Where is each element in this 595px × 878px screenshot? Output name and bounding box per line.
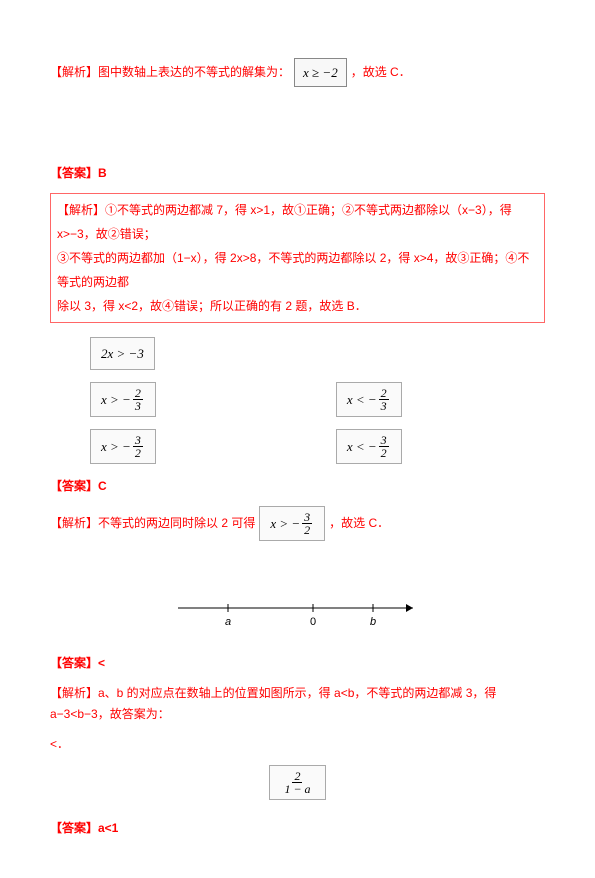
q5-opt-c-pre: x > − — [101, 435, 131, 458]
frac-bot: 2 — [302, 524, 312, 536]
q5-options-row-2: x > − 3 2 x < − 3 2 — [90, 429, 545, 464]
frac-bot: 2 — [133, 447, 143, 459]
fraction: 3 2 — [133, 434, 143, 459]
q3-boxed-eq: x ≥ −2 — [294, 58, 347, 87]
q5-opt-a: x > − 2 3 — [90, 382, 156, 417]
q3-prefix: 【解析】图中数轴上表达的不等式的解集为： — [50, 62, 290, 84]
frac-bot: 1 − a — [282, 783, 312, 795]
q4-expl-l1: 【解析】①不等式的两边都减 7，得 x>1，故①正确；②不等式两边都除以（x−3… — [57, 198, 538, 246]
q4-explanation-box: 【解析】①不等式的两边都减 7，得 x>1，故①正确；②不等式两边都除以（x−3… — [50, 193, 545, 323]
q7-answer: 【答案】a<1 — [50, 818, 545, 840]
q4-expl-l3: 除以 3，得 x<2，故④错误；所以正确的有 2 题，故选 B． — [57, 294, 538, 318]
q6-explanation-suffix: <． — [50, 734, 545, 756]
q5-expl-box: x > − 3 2 — [259, 506, 325, 541]
axis-label-b: b — [369, 616, 375, 628]
q5-answer: 【答案】C — [50, 476, 545, 498]
frac-bot: 3 — [133, 400, 143, 412]
page: 【解析】图中数轴上表达的不等式的解集为： x ≥ −2 ，故选 C． 【答案】B… — [0, 0, 595, 878]
q7-answer-label: 【答案】a<1 — [50, 818, 118, 840]
q5-expl-prefix: 【解析】不等式的两边同时除以 2 可得 — [50, 513, 255, 535]
axis-label-a: a — [224, 616, 230, 628]
q4-expl-l2: ③不等式的两边都加（1−x），得 2x>8，不等式的两边都除以 2，得 x>4，… — [57, 246, 538, 294]
q7-stem: 2 1 − a — [50, 765, 545, 800]
fraction: 3 2 — [379, 434, 389, 459]
q5-options-row-1: x > − 2 3 x < − 2 3 — [90, 382, 545, 417]
fraction: 2 3 — [379, 387, 389, 412]
q5-expl-box-pre: x > − — [270, 512, 300, 535]
fraction: 3 2 — [302, 511, 312, 536]
q5-opt-b-pre: x < − — [347, 388, 377, 411]
q7-box: 2 1 − a — [269, 765, 325, 800]
axis-label-0: 0 — [309, 616, 315, 628]
q5-expl-suffix: ，故选 C． — [329, 513, 389, 535]
q5-stem: 2x > −3 — [90, 337, 545, 370]
frac-bot: 2 — [379, 447, 389, 459]
fraction: 2 3 — [133, 387, 143, 412]
q5-stem-eq: 2x > −3 — [90, 337, 155, 370]
spacer — [50, 95, 545, 155]
q5-opt-b: x < − 2 3 — [336, 382, 402, 417]
q6-numberline: a 0 b — [168, 593, 428, 633]
q5-opt-a-pre: x > − — [101, 388, 131, 411]
q6-explanation: 【解析】a、b 的对应点在数轴上的位置如图所示，得 a<b，不等式的两边都减 3… — [50, 683, 545, 726]
q6-answer: 【答案】< — [50, 653, 545, 675]
q3-suffix: ，故选 C． — [351, 62, 411, 84]
q3-explanation: 【解析】图中数轴上表达的不等式的解集为： x ≥ −2 ，故选 C． — [50, 58, 545, 87]
q5-opt-c: x > − 3 2 — [90, 429, 156, 464]
fraction: 2 1 − a — [282, 770, 312, 795]
q4-answer-label: 【答案】B — [50, 163, 107, 185]
q5-explanation: 【解析】不等式的两边同时除以 2 可得 x > − 3 2 ，故选 C． — [50, 506, 545, 541]
q4-answer: 【答案】B — [50, 163, 545, 185]
spacer — [50, 549, 545, 573]
frac-bot: 3 — [379, 400, 389, 412]
q5-opt-d-pre: x < − — [347, 435, 377, 458]
q5-answer-label: 【答案】C — [50, 476, 107, 498]
q5-opt-d: x < − 3 2 — [336, 429, 402, 464]
q6-answer-label: 【答案】< — [50, 653, 105, 675]
